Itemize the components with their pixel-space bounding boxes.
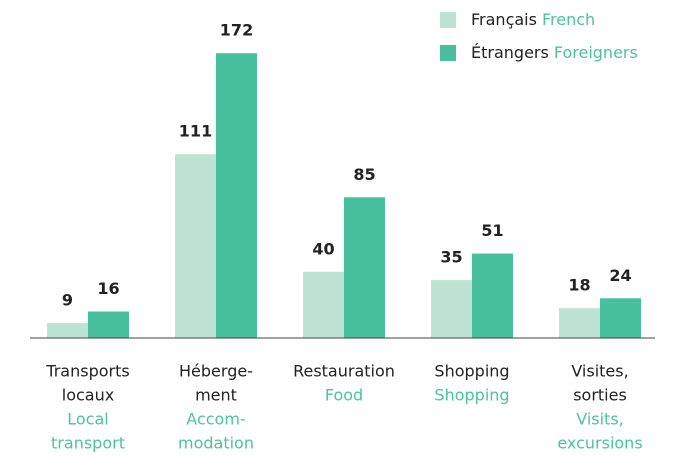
value-label: 24 [609,266,631,285]
value-label: 35 [440,248,462,267]
legend-swatch [440,45,456,61]
value-label: 40 [312,239,334,258]
category-label-en: modation [178,434,254,453]
legend-label: Français French [471,10,595,29]
bar [88,311,129,338]
category-label: Visites, [571,362,628,381]
category-label: ment [195,386,237,405]
category-label-en: excursions [557,434,642,453]
category-label-en: Local [67,410,108,429]
legend-label: Étrangers Foreigners [471,43,638,62]
bar [559,308,600,338]
category-label: locaux [62,386,114,405]
bar [175,154,216,338]
category-label-en: Shopping [434,386,509,405]
value-label: 51 [481,221,503,240]
value-label: 16 [97,279,119,298]
category-label: Héberge- [179,362,253,381]
category-label: Transports [45,362,129,381]
legend-name: Français [471,10,537,29]
bar [431,280,472,338]
category-label: Shopping [434,362,509,381]
value-label: 18 [568,276,590,295]
category-label: sorties [573,386,627,405]
value-label: 85 [353,165,375,184]
bar [344,197,385,338]
bar [600,298,641,338]
value-label: 172 [220,21,253,40]
category-label-en: Visits, [576,410,624,429]
bar [303,271,344,338]
bar [47,323,88,338]
bar [216,53,257,338]
value-label: 111 [179,122,212,141]
category-label-en: Accom- [186,410,245,429]
legend-name-en: French [542,10,595,29]
legend-name-en: Foreigners [554,43,638,62]
category-label-en: Food [325,386,363,405]
legend-name: Étrangers [471,43,549,62]
legend-swatch [440,12,456,28]
category-label-en: transport [51,434,125,453]
category-label: Restauration [293,362,395,381]
value-label: 9 [62,291,73,310]
bar [472,253,513,338]
